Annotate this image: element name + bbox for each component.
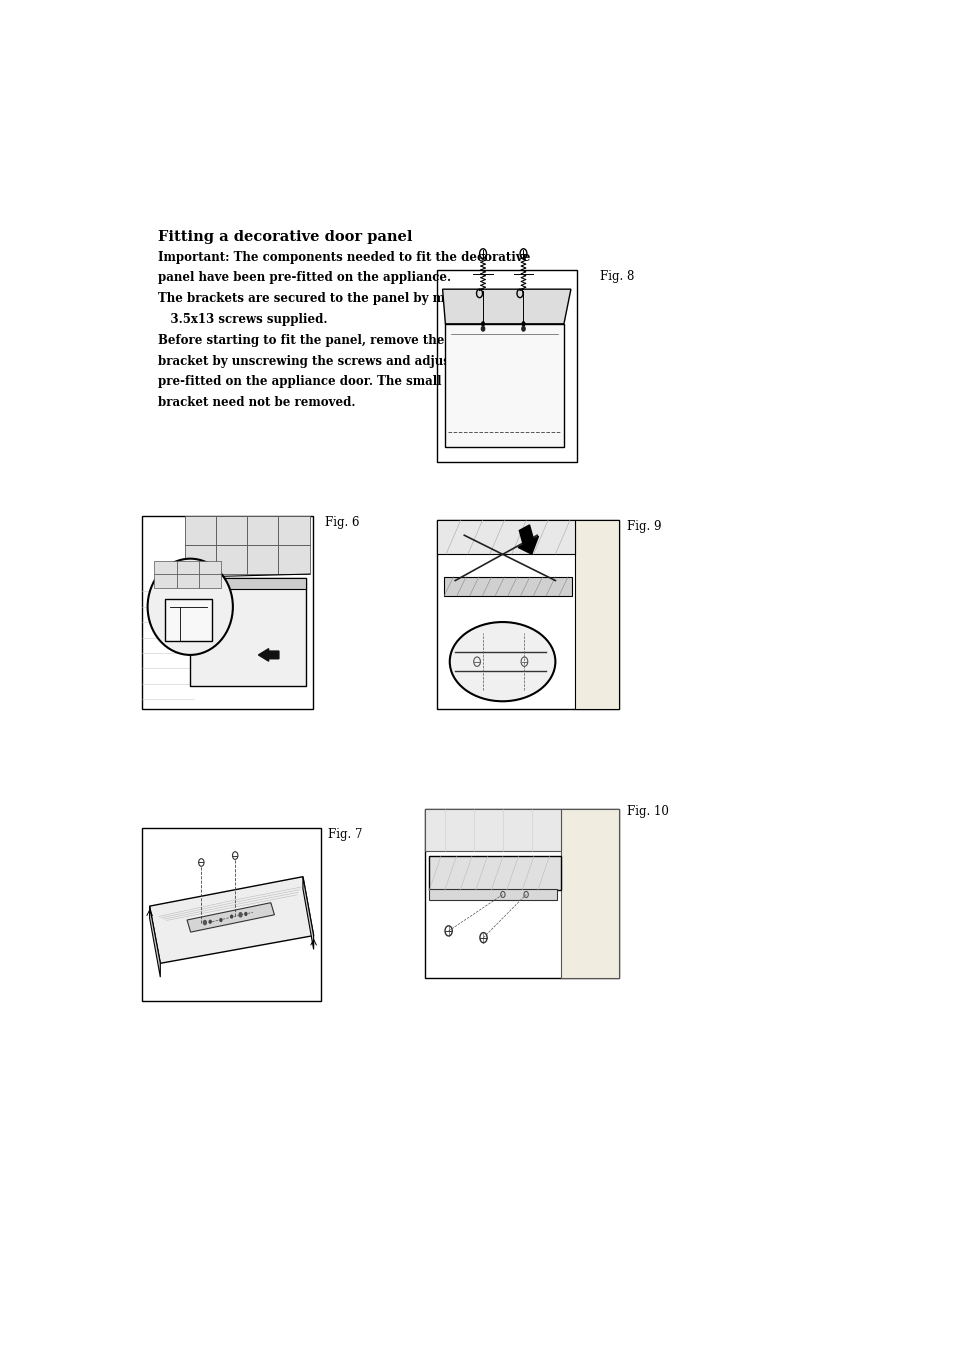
Text: Fig. 9: Fig. 9 — [626, 520, 660, 534]
Bar — [216, 516, 247, 546]
Bar — [185, 546, 216, 574]
Circle shape — [245, 912, 247, 916]
Text: Fig. 6: Fig. 6 — [324, 516, 358, 530]
Bar — [429, 889, 557, 900]
Bar — [444, 577, 571, 596]
Polygon shape — [187, 902, 274, 932]
Bar — [425, 809, 618, 978]
Bar — [198, 561, 221, 574]
Bar — [278, 546, 310, 574]
Bar — [142, 828, 320, 1001]
Text: Before starting to fit the panel, remove the large top: Before starting to fit the panel, remove… — [158, 334, 508, 347]
Circle shape — [220, 919, 222, 921]
Bar — [216, 546, 247, 574]
Bar — [190, 578, 306, 686]
Bar — [190, 578, 306, 589]
Bar — [176, 561, 198, 574]
Bar — [198, 574, 221, 588]
Bar — [445, 324, 563, 447]
Text: 3.5x13 screws supplied.: 3.5x13 screws supplied. — [158, 313, 328, 326]
Bar — [425, 809, 560, 851]
Circle shape — [521, 322, 524, 326]
Text: Fig. 10: Fig. 10 — [626, 805, 668, 819]
Bar — [154, 561, 176, 574]
Circle shape — [203, 920, 206, 924]
Polygon shape — [150, 907, 160, 977]
Circle shape — [481, 327, 484, 331]
Polygon shape — [150, 877, 314, 963]
Text: Fig. 7: Fig. 7 — [328, 828, 363, 842]
Circle shape — [239, 913, 242, 917]
Polygon shape — [442, 289, 570, 324]
Circle shape — [231, 915, 233, 917]
Text: panel have been pre-fitted on the appliance.: panel have been pre-fitted on the applia… — [158, 272, 451, 284]
Bar — [185, 516, 216, 546]
Ellipse shape — [148, 559, 233, 655]
FancyArrow shape — [258, 648, 278, 661]
Text: Fig. 8: Fig. 8 — [599, 270, 634, 282]
Bar — [247, 546, 278, 574]
Bar — [436, 520, 618, 709]
Text: The brackets are secured to the panel by means of the 7: The brackets are secured to the panel by… — [158, 292, 530, 305]
Ellipse shape — [449, 621, 555, 701]
Text: bracket need not be removed.: bracket need not be removed. — [158, 396, 355, 409]
Bar — [142, 516, 313, 709]
Text: Fitting a decorative door panel: Fitting a decorative door panel — [158, 230, 413, 243]
Circle shape — [209, 920, 211, 923]
Bar — [154, 574, 176, 588]
Text: bracket by unscrewing the screws and adjusting pins: bracket by unscrewing the screws and adj… — [158, 354, 509, 367]
Bar — [247, 516, 278, 546]
Bar — [575, 520, 618, 709]
Bar — [278, 516, 310, 546]
Circle shape — [481, 322, 484, 326]
Bar — [176, 574, 198, 588]
FancyArrow shape — [517, 526, 537, 554]
Text: pre-fitted on the appliance door. The small bottom: pre-fitted on the appliance door. The sm… — [158, 376, 493, 388]
Bar — [429, 857, 560, 890]
Bar — [436, 520, 575, 554]
Bar — [165, 598, 213, 642]
Circle shape — [521, 327, 524, 331]
Text: Important: The components needed to fit the decorative: Important: The components needed to fit … — [158, 250, 530, 263]
Bar — [436, 270, 576, 462]
Bar — [560, 809, 618, 978]
Polygon shape — [303, 877, 314, 950]
